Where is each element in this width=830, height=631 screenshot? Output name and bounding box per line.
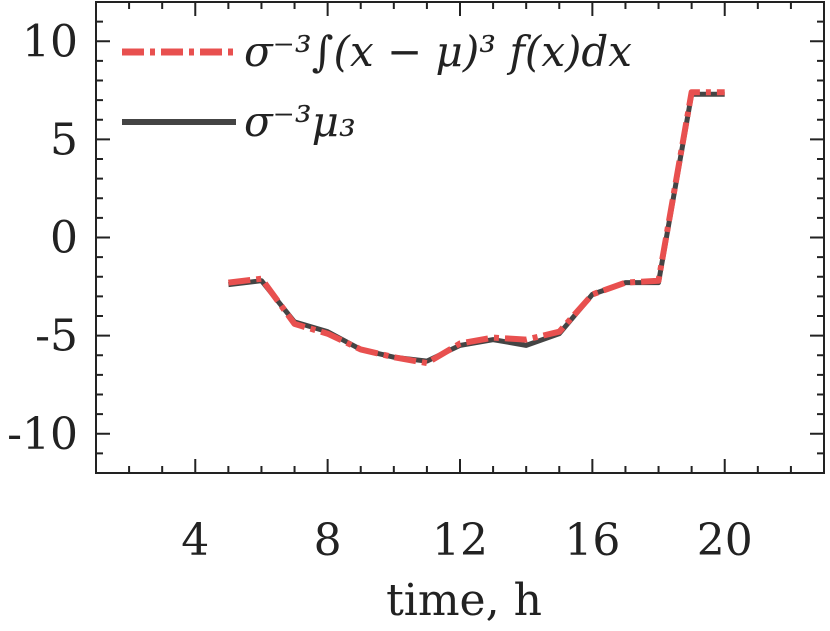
- x-tick-labels: 4 8 12 16 20: [181, 515, 752, 566]
- y-tick-labels: 10 5 0 -5 -10: [7, 16, 78, 460]
- y-tick-label: 0: [50, 213, 78, 264]
- legend: σ⁻³∫(x − μ)³ f(x)dx σ⁻³μ₃: [122, 27, 632, 146]
- x-ticks: [95, 2, 825, 473]
- y-tick-label: 5: [50, 114, 78, 165]
- x-tick-label: 16: [564, 515, 620, 566]
- plot-area: [95, 1, 825, 474]
- y-tick-label: -5: [35, 311, 78, 362]
- x-tick-label: 20: [697, 515, 753, 566]
- legend-label-2: σ⁻³μ₃: [244, 97, 356, 146]
- legend-label-1: σ⁻³∫(x − μ)³ f(x)dx: [244, 27, 632, 76]
- x-tick-label: 12: [432, 515, 488, 566]
- x-tick-label: 4: [181, 515, 209, 566]
- x-tick-label: 8: [314, 515, 342, 566]
- y-tick-label: -10: [7, 409, 78, 460]
- series-layer: [228, 89, 725, 367]
- y-ticks: [96, 1, 824, 474]
- series-line-1: [228, 89, 725, 367]
- x-axis-label: time, h: [386, 575, 542, 626]
- y-tick-label: 10: [22, 16, 78, 67]
